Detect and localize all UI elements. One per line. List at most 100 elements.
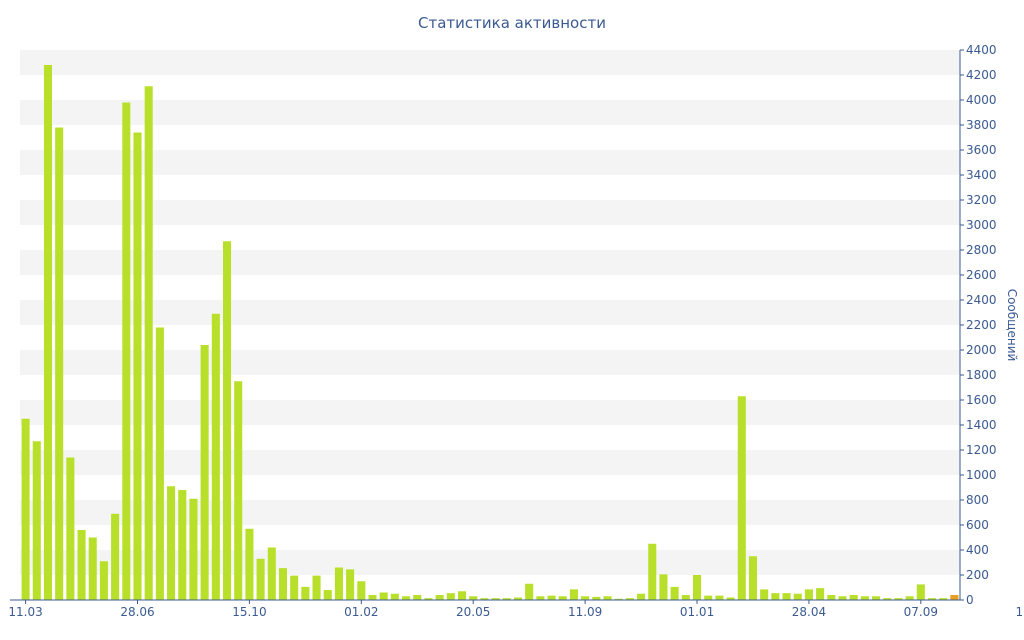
bar[interactable] bbox=[804, 589, 813, 601]
grid-band bbox=[20, 300, 960, 325]
bar[interactable] bbox=[827, 595, 836, 600]
bar[interactable] bbox=[603, 596, 612, 600]
bar[interactable] bbox=[435, 595, 444, 600]
bar[interactable] bbox=[21, 418, 30, 600]
y-tick-label: 3200 bbox=[966, 193, 997, 207]
bar[interactable] bbox=[782, 593, 791, 601]
bar[interactable] bbox=[816, 588, 825, 601]
bar[interactable] bbox=[681, 595, 690, 600]
bar[interactable] bbox=[55, 127, 64, 601]
grid-band bbox=[20, 400, 960, 425]
bar[interactable] bbox=[312, 575, 321, 601]
bar[interactable] bbox=[77, 530, 86, 600]
bar[interactable] bbox=[357, 581, 366, 600]
bar[interactable] bbox=[122, 102, 131, 601]
bar[interactable] bbox=[648, 543, 657, 600]
bar[interactable] bbox=[334, 567, 343, 601]
bar[interactable] bbox=[469, 596, 478, 600]
bar[interactable] bbox=[760, 589, 769, 601]
x-tick-label: 13.10 bbox=[1016, 605, 1024, 619]
bar[interactable] bbox=[256, 558, 265, 600]
bar[interactable] bbox=[860, 596, 869, 600]
bar[interactable] bbox=[43, 65, 53, 600]
bar[interactable] bbox=[111, 513, 120, 600]
bar[interactable] bbox=[950, 595, 959, 600]
bar[interactable] bbox=[144, 86, 153, 600]
bar[interactable] bbox=[916, 584, 925, 601]
bar[interactable] bbox=[178, 490, 187, 600]
bar[interactable] bbox=[592, 596, 601, 601]
bar[interactable] bbox=[346, 569, 355, 601]
y-tick-label: 4400 bbox=[966, 43, 997, 57]
bar[interactable] bbox=[939, 598, 948, 601]
bar[interactable] bbox=[480, 598, 489, 601]
bar[interactable] bbox=[614, 598, 623, 600]
grid-band bbox=[20, 450, 960, 475]
bar[interactable] bbox=[715, 595, 724, 601]
bar[interactable] bbox=[872, 596, 881, 600]
x-tick-label: 28.04 bbox=[792, 605, 826, 619]
bar[interactable] bbox=[771, 593, 780, 601]
bar[interactable] bbox=[278, 568, 288, 601]
bar[interactable] bbox=[301, 586, 310, 601]
bar[interactable] bbox=[558, 596, 567, 600]
bar[interactable] bbox=[211, 313, 220, 600]
bar[interactable] bbox=[894, 598, 903, 601]
grid-band bbox=[20, 50, 960, 75]
y-tick-label: 400 bbox=[966, 543, 989, 557]
bar[interactable] bbox=[88, 537, 97, 601]
bar[interactable] bbox=[413, 595, 422, 600]
bar[interactable] bbox=[379, 592, 388, 601]
bar[interactable] bbox=[928, 598, 937, 601]
bar[interactable] bbox=[32, 441, 41, 600]
y-tick-label: 4200 bbox=[966, 68, 997, 82]
bar[interactable] bbox=[458, 591, 467, 600]
bar[interactable] bbox=[66, 457, 75, 601]
bar[interactable] bbox=[267, 547, 276, 601]
bar[interactable] bbox=[569, 589, 578, 601]
bar[interactable] bbox=[637, 593, 646, 600]
bar[interactable] bbox=[748, 556, 758, 600]
bar[interactable] bbox=[402, 596, 411, 600]
bar[interactable] bbox=[290, 575, 299, 601]
y-tick-label: 3400 bbox=[966, 168, 997, 182]
bar[interactable] bbox=[189, 498, 198, 600]
bar[interactable] bbox=[659, 574, 668, 601]
bar[interactable] bbox=[704, 595, 713, 601]
bar[interactable] bbox=[223, 241, 232, 600]
bar[interactable] bbox=[424, 598, 433, 601]
bar[interactable] bbox=[234, 381, 243, 600]
bar[interactable] bbox=[446, 593, 455, 601]
bar[interactable] bbox=[547, 595, 556, 601]
bar[interactable] bbox=[200, 345, 209, 600]
bar[interactable] bbox=[905, 596, 914, 600]
bar[interactable] bbox=[883, 598, 892, 601]
bar[interactable] bbox=[502, 598, 511, 601]
bar[interactable] bbox=[737, 396, 746, 600]
bar[interactable] bbox=[581, 596, 590, 600]
bar[interactable] bbox=[849, 595, 858, 600]
bar[interactable] bbox=[625, 598, 634, 601]
bar[interactable] bbox=[513, 597, 523, 601]
bar[interactable] bbox=[525, 583, 534, 600]
bar[interactable] bbox=[99, 561, 108, 600]
bar[interactable] bbox=[726, 597, 735, 601]
bar[interactable] bbox=[491, 598, 500, 601]
bar[interactable] bbox=[167, 486, 176, 600]
bar[interactable] bbox=[838, 596, 847, 600]
y-tick-label: 600 bbox=[966, 518, 989, 532]
x-tick-label: 28.06 bbox=[120, 605, 154, 619]
bar[interactable] bbox=[323, 590, 332, 600]
bar[interactable] bbox=[793, 593, 802, 600]
bar[interactable] bbox=[693, 575, 702, 600]
bar[interactable] bbox=[390, 593, 399, 600]
bar[interactable] bbox=[133, 132, 142, 601]
bar[interactable] bbox=[670, 586, 679, 601]
bar[interactable] bbox=[245, 528, 254, 600]
y-tick-label: 2200 bbox=[966, 318, 997, 332]
bar[interactable] bbox=[155, 327, 164, 601]
bar[interactable] bbox=[368, 595, 377, 600]
y-tick-label: 1800 bbox=[966, 368, 997, 382]
bar[interactable] bbox=[536, 596, 545, 600]
